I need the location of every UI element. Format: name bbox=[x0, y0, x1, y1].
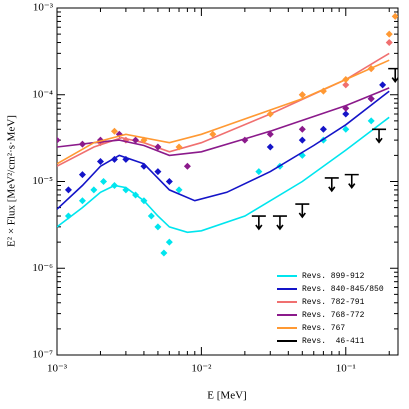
upper-limit bbox=[251, 215, 266, 231]
data-point bbox=[342, 110, 350, 118]
model-curve bbox=[57, 87, 390, 157]
data-point bbox=[255, 168, 263, 176]
data-point bbox=[100, 178, 108, 185]
legend-label: Revs. 840-845/850 bbox=[302, 285, 384, 294]
data-point bbox=[319, 87, 327, 95]
data-point bbox=[367, 65, 375, 73]
data-point bbox=[147, 212, 155, 220]
data-point bbox=[385, 39, 393, 47]
plot-area bbox=[57, 12, 407, 257]
y-tick-label: 10⁻⁷ bbox=[32, 349, 53, 361]
data-point bbox=[367, 117, 375, 125]
upper-limit bbox=[324, 177, 339, 193]
data-point bbox=[298, 125, 306, 133]
data-point bbox=[209, 130, 217, 138]
data-point bbox=[342, 104, 350, 112]
data-point bbox=[140, 197, 148, 205]
data-point bbox=[78, 140, 86, 148]
x-tick-label: 10⁻³ bbox=[47, 363, 68, 375]
data-point bbox=[140, 136, 148, 144]
data-point bbox=[319, 125, 327, 133]
data-point bbox=[96, 158, 104, 166]
data-point bbox=[78, 197, 86, 205]
data-point bbox=[154, 168, 162, 176]
data-point bbox=[400, 44, 407, 51]
y-tick-label: 10⁻⁵ bbox=[32, 175, 53, 187]
data-point bbox=[132, 136, 140, 144]
data-point bbox=[385, 30, 393, 38]
data-point bbox=[342, 125, 350, 133]
data-point bbox=[154, 223, 162, 231]
data-point bbox=[241, 136, 249, 144]
data-point bbox=[266, 130, 274, 138]
data-point bbox=[122, 155, 130, 163]
data-point bbox=[367, 95, 375, 103]
data-point bbox=[342, 75, 350, 83]
data-point bbox=[78, 171, 86, 179]
y-axis-label: E² × Flux [MeV²/cm²·s·MeV] bbox=[6, 115, 18, 247]
model-curve bbox=[57, 116, 390, 234]
x-tick-label: 10⁻¹ bbox=[336, 363, 356, 375]
upper-limit bbox=[344, 173, 359, 189]
data-point bbox=[64, 186, 72, 194]
data-point bbox=[391, 12, 398, 20]
data-point bbox=[154, 143, 162, 151]
model-curve bbox=[57, 52, 390, 167]
data-point bbox=[266, 110, 274, 118]
data-point bbox=[175, 186, 183, 194]
data-point bbox=[298, 136, 306, 144]
legend-label: Revs. 768-772 bbox=[302, 311, 365, 320]
data-point bbox=[160, 249, 168, 257]
x-tick-label: 10⁻² bbox=[191, 363, 212, 375]
data-point bbox=[140, 162, 148, 170]
data-point bbox=[165, 178, 173, 185]
upper-limit bbox=[388, 67, 398, 83]
data-point bbox=[266, 143, 274, 151]
data-point bbox=[110, 155, 118, 163]
data-point bbox=[183, 162, 191, 170]
data-point bbox=[57, 136, 61, 144]
data-point bbox=[110, 127, 118, 135]
data-point bbox=[132, 191, 140, 199]
model-curve bbox=[57, 90, 390, 210]
data-point bbox=[165, 238, 173, 246]
upper-limit bbox=[372, 128, 387, 144]
legend-label: Revs. 782-791 bbox=[302, 298, 365, 307]
y-tick-label: 10⁻⁴ bbox=[32, 88, 53, 100]
data-point bbox=[342, 81, 350, 89]
data-point bbox=[90, 186, 98, 194]
y-tick-label: 10⁻³ bbox=[33, 2, 54, 14]
upper-limit bbox=[295, 203, 310, 219]
y-tick-label: 10⁻⁶ bbox=[32, 262, 53, 274]
data-point bbox=[122, 186, 130, 194]
legend-label: Revs. 767 bbox=[302, 324, 345, 333]
legend-label: Revs. 46-411 bbox=[302, 337, 365, 346]
upper-limit bbox=[272, 215, 287, 231]
data-point bbox=[64, 212, 72, 220]
data-point bbox=[298, 91, 306, 99]
legend-label: Revs. 899-912 bbox=[302, 272, 365, 281]
model-curve bbox=[57, 59, 390, 165]
x-axis-label: E [MeV] bbox=[207, 390, 246, 402]
data-point bbox=[175, 143, 183, 151]
data-point bbox=[110, 181, 118, 189]
data-point bbox=[379, 81, 387, 89]
